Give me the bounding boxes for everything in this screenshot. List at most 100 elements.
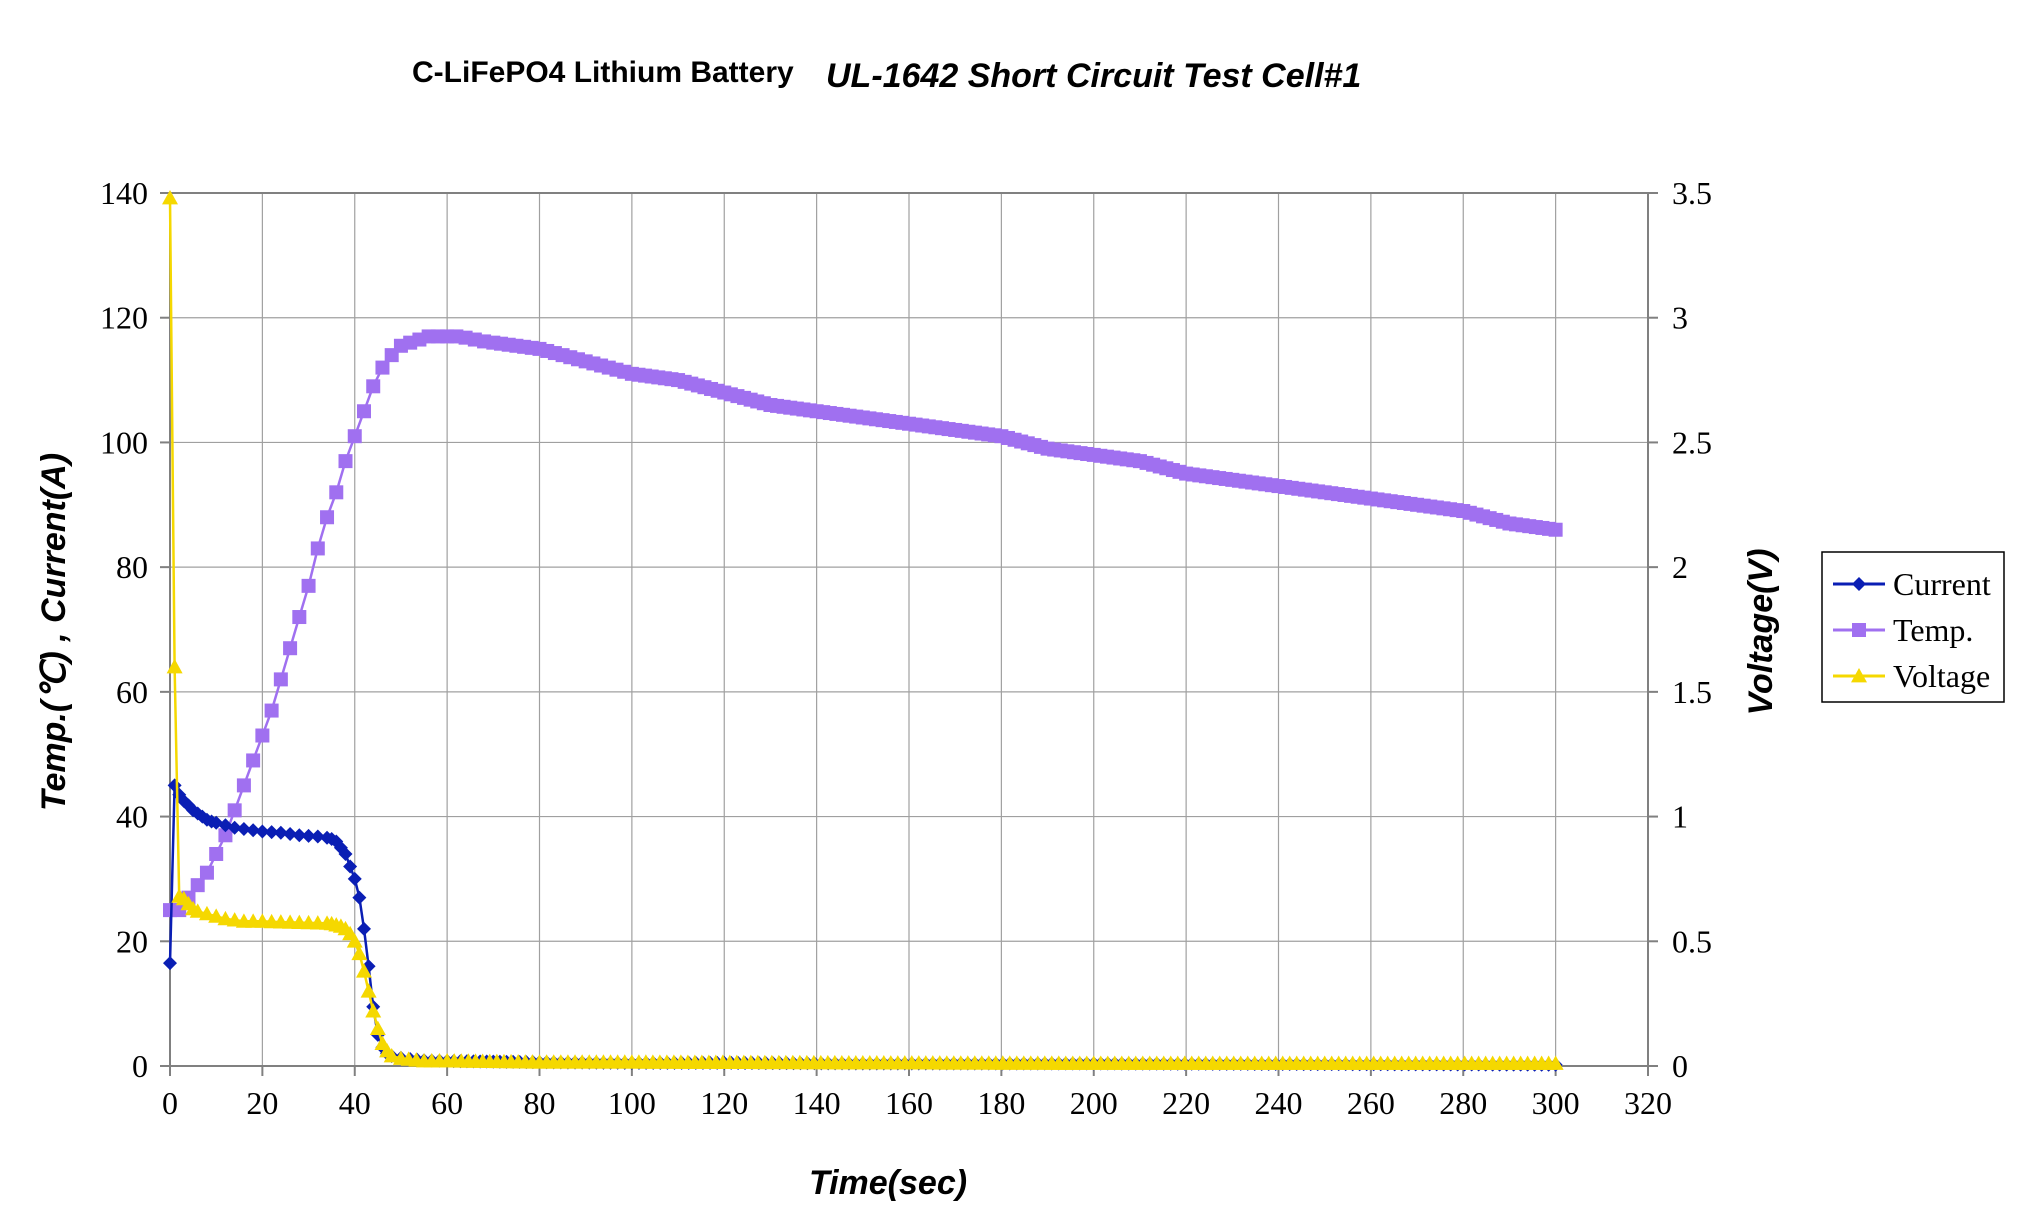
x-tick-label: 260: [1347, 1085, 1395, 1121]
y-right-tick-label: 2: [1672, 549, 1688, 585]
data-point-temp: [283, 641, 298, 656]
data-point-temp: [218, 828, 233, 843]
y-left-tick-label: 60: [116, 674, 148, 710]
data-point-voltage: [162, 189, 178, 205]
series-voltage: [162, 189, 1564, 1070]
data-point-temp: [264, 703, 279, 718]
data-point-temp: [329, 485, 344, 500]
data-point-current: [310, 829, 325, 844]
data-point-voltage: [189, 903, 206, 918]
data-point-current: [227, 820, 242, 835]
data-point-temp: [273, 672, 288, 687]
data-point-temp: [1548, 522, 1563, 537]
x-tick-label: 220: [1162, 1085, 1210, 1121]
data-point-voltage: [369, 1020, 386, 1035]
y-right-tick-label: 3: [1672, 300, 1688, 336]
data-point-temp: [292, 610, 307, 625]
x-axis-ticks: 0 20 40 60 80 100 120 140 160 180 200 220 240 260 280 3…: [162, 1066, 1672, 1121]
y-left-tick-label: 140: [100, 175, 148, 211]
data-point-current: [292, 828, 307, 843]
series-temp: [163, 329, 1563, 918]
y-right-tick-label: 1.5: [1672, 674, 1712, 710]
data-point-temp: [366, 379, 381, 394]
x-tick-label: 240: [1255, 1085, 1303, 1121]
data-point-current: [246, 823, 261, 838]
x-tick-label: 300: [1532, 1085, 1580, 1121]
legend-label-temp: Temp.: [1893, 612, 1973, 648]
y-left-tick-label: 80: [116, 549, 148, 585]
series-layer: [162, 189, 1564, 1072]
y-right-tick-label: 1: [1672, 799, 1688, 835]
data-point-voltage: [355, 963, 372, 978]
chart-title-main: UL-1642 Short Circuit Test Cell#1: [826, 57, 1361, 95]
y-right-tick-label: 2.5: [1672, 424, 1712, 460]
chart-title-prefix: C-LiFePO4 Lithium Battery: [412, 56, 794, 89]
data-point-voltage: [1547, 1055, 1564, 1070]
y-left-tick-label: 20: [116, 923, 148, 959]
data-point-temp: [347, 429, 362, 444]
data-point-voltage: [208, 908, 225, 923]
x-tick-label: 100: [608, 1085, 656, 1121]
data-point-voltage: [198, 905, 215, 921]
x-tick-label: 20: [246, 1085, 278, 1121]
data-point-temp: [356, 404, 371, 419]
data-point-current: [163, 956, 177, 971]
y-axis-left-title: Temp.(℃) , Current(A): [35, 453, 73, 811]
x-tick-label: 180: [977, 1085, 1025, 1121]
data-point-voltage: [346, 933, 363, 948]
data-point-voltage: [166, 658, 183, 674]
data-point-current: [347, 871, 362, 886]
x-tick-label: 280: [1439, 1085, 1487, 1121]
data-point-temp: [190, 878, 205, 893]
y-axis-left-ticks: 0 20 40 60 80 100 120 140: [100, 175, 170, 1084]
y-right-tick-label: 0.5: [1672, 923, 1712, 959]
legend-marker-current: [1852, 577, 1866, 591]
data-point-current: [255, 824, 270, 839]
data-point-temp: [236, 778, 251, 793]
y-left-tick-label: 100: [100, 424, 148, 460]
y-left-tick-label: 120: [100, 300, 148, 336]
data-point-temp: [227, 803, 242, 818]
data-point-current: [273, 825, 288, 840]
series-current: [163, 778, 1563, 1072]
x-tick-label: 80: [524, 1085, 556, 1121]
data-point-voltage: [365, 1003, 382, 1018]
data-point-current: [343, 859, 358, 874]
data-point-temp: [338, 454, 353, 469]
legend-marker-voltage: [1851, 668, 1867, 683]
data-point-temp: [209, 846, 224, 861]
data-point-temp: [310, 541, 325, 556]
x-axis-title: Time(sec): [809, 1164, 967, 1202]
x-tick-label: 40: [339, 1085, 371, 1121]
y-axis-right-title: Voltage(V): [1742, 549, 1780, 716]
legend-label-current: Current: [1893, 566, 1991, 602]
data-point-voltage: [360, 983, 377, 998]
data-point-current: [283, 827, 298, 842]
legend-label-voltage: Voltage: [1893, 658, 1990, 694]
legend: Current Temp. Voltage: [1821, 551, 2005, 703]
legend-marker-temp: [1852, 623, 1866, 637]
data-point-current: [236, 822, 251, 837]
y-right-tick-label: 3.5: [1672, 175, 1712, 211]
y-left-tick-label: 40: [116, 799, 148, 835]
x-tick-label: 60: [431, 1085, 463, 1121]
y-axis-right-ticks: 0 0.5 1 1.5 2 2.5 3 3.5: [1648, 175, 1712, 1084]
data-point-temp: [255, 728, 270, 743]
x-tick-label: 200: [1070, 1085, 1118, 1121]
data-point-current: [338, 846, 353, 861]
y-right-tick-label: 0: [1672, 1048, 1688, 1084]
data-point-voltage: [383, 1048, 400, 1063]
data-point-temp: [375, 360, 390, 375]
x-tick-label: 140: [793, 1085, 841, 1121]
data-point-temp: [199, 865, 214, 880]
x-tick-label: 320: [1624, 1085, 1672, 1121]
legend-items: Current Temp. Voltage: [1833, 566, 1991, 694]
data-point-temp: [301, 578, 316, 593]
series-line-voltage: [168, 197, 1556, 1065]
data-point-current: [264, 825, 279, 840]
data-point-temp: [246, 753, 261, 768]
x-tick-label: 160: [885, 1085, 933, 1121]
data-point-voltage: [351, 945, 368, 961]
data-point-temp: [320, 510, 335, 525]
